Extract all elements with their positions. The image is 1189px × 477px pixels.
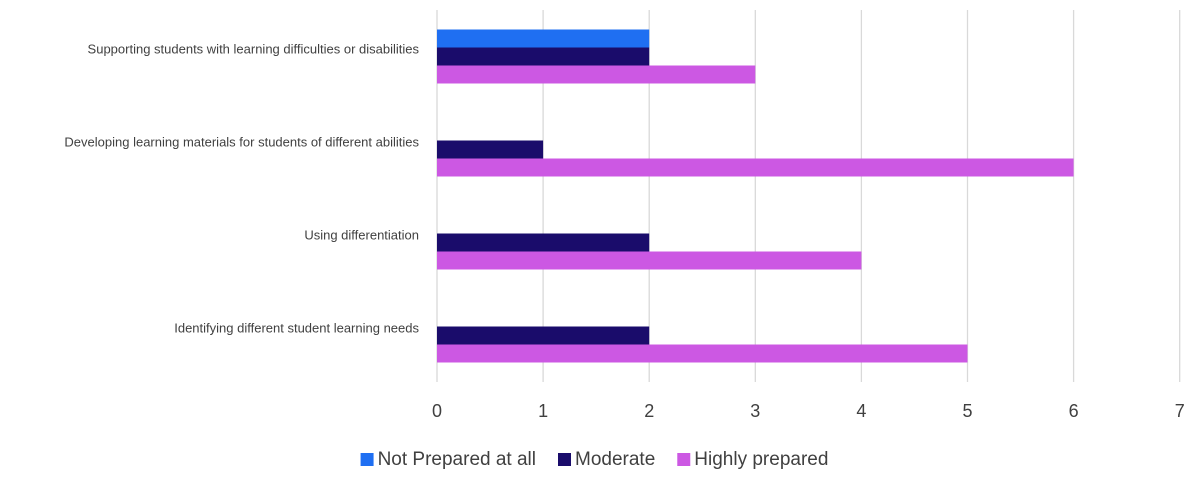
x-tick-label-3: 3 (750, 401, 760, 421)
x-tick-label-4: 4 (856, 401, 866, 421)
category-label-developing-learning-materials-for-students-of-different-abilities: Developing learning materials for studen… (64, 135, 419, 150)
category-label-supporting-students-with-learning-difficulties-or-disabilities: Supporting students with learning diffic… (88, 42, 420, 57)
x-tick-label-2: 2 (644, 401, 654, 421)
bar-highly-prepared-identifying-different-student-learning-needs (437, 344, 968, 363)
x-axis-tick-labels: 0 1 2 3 4 5 6 7 (432, 401, 1185, 421)
legend: Not Prepared at all Moderate Highly prepar… (360, 449, 828, 470)
bar-not-prepared-at-all-supporting-students-with-learning-difficulties-or-disabilities (437, 29, 650, 48)
category-labels: Identifying different student learning n… (64, 42, 419, 336)
bar-highly-prepared-using-differentiation (437, 251, 862, 270)
x-tick-label-1: 1 (538, 401, 548, 421)
bar-highly-prepared-developing-learning-materials-for-students-of-different-abilities (437, 158, 1074, 177)
bar-highly-prepared-supporting-students-with-learning-difficulties-or-disabilities (437, 65, 756, 84)
x-tick-label-7: 7 (1175, 401, 1185, 421)
x-tick-label-0: 0 (432, 401, 442, 421)
legend-label-highly-prepared: Highly prepared (694, 449, 828, 470)
category-label-using-differentiation: Using differentiation (304, 228, 419, 243)
bar-moderate-identifying-different-student-learning-needs (437, 326, 650, 345)
bar-moderate-developing-learning-materials-for-students-of-different-abilities (437, 140, 544, 159)
bar-moderate-using-differentiation (437, 233, 650, 252)
bar-moderate-supporting-students-with-learning-difficulties-or-disabilities (437, 47, 650, 66)
legend-label-moderate: Moderate (575, 449, 655, 470)
legend-swatch-moderate (558, 453, 571, 466)
x-tick-label-5: 5 (962, 401, 972, 421)
bars (437, 29, 1074, 363)
category-label-identifying-different-student-learning-needs: Identifying different student learning n… (174, 321, 419, 336)
x-tick-label-6: 6 (1069, 401, 1079, 421)
legend-label-not-prepared-at-all: Not Prepared at all (378, 449, 536, 470)
legend-swatch-highly-prepared (677, 453, 691, 466)
legend-swatch-not-prepared-at-all (360, 453, 374, 466)
